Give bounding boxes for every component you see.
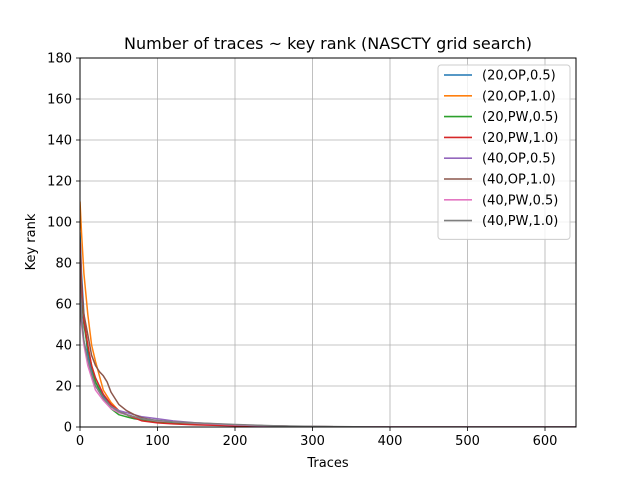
y-tick-label: 180 (47, 52, 72, 67)
legend: (20,OP,0.5) (20,OP,1.0) (20,PW,0.5) (20,PW,… (437, 64, 571, 240)
chart-title: Number of traces ~ key rank (NASCTY grid… (124, 34, 532, 53)
y-tick-label: 120 (47, 175, 72, 190)
x-tick-label: 0 (76, 434, 84, 449)
legend-entry: (20,OP,1.0) (482, 89, 556, 104)
legend-entry: (40,OP,1.0) (482, 173, 556, 188)
plot-frame (79, 57, 577, 428)
legend-entry: (20,OP,0.5) (482, 69, 556, 84)
y-axis-label: Key rank (24, 213, 39, 270)
x-tick-label: 200 (223, 434, 248, 449)
x-axis-label: Traces (306, 456, 348, 471)
series-line-7 (80, 293, 576, 427)
y-tick-label: 160 (47, 93, 72, 108)
y-tick-label: 80 (55, 257, 72, 272)
legend-entry: (40,PW,0.5) (482, 193, 558, 208)
legend-entry: (20,PW,0.5) (482, 110, 558, 125)
y-tick-label: 20 (55, 380, 72, 395)
y-tick-label: 60 (55, 298, 72, 313)
y-tick-label: 40 (55, 339, 72, 354)
x-tick-label: 100 (145, 434, 170, 449)
legend-box (437, 64, 571, 240)
x-tick-label: 300 (300, 434, 325, 449)
legend-entry: (20,PW,1.0) (482, 131, 558, 146)
y-tick-label: 140 (47, 134, 72, 149)
y-tick-label: 0 (64, 421, 72, 436)
x-tick-label: 400 (378, 434, 403, 449)
legend-entry: (40,PW,1.0) (482, 214, 558, 229)
y-axis: 0 20 40 60 80 100 120 140 160 180 (47, 52, 80, 436)
x-tick-label: 500 (455, 434, 480, 449)
x-tick-label: 600 (533, 434, 558, 449)
series-lines (80, 201, 576, 427)
x-axis: 0 100 200 300 400 500 600 (76, 427, 558, 449)
legend-entry: (40,OP,0.5) (482, 152, 556, 167)
y-tick-label: 100 (47, 216, 72, 231)
